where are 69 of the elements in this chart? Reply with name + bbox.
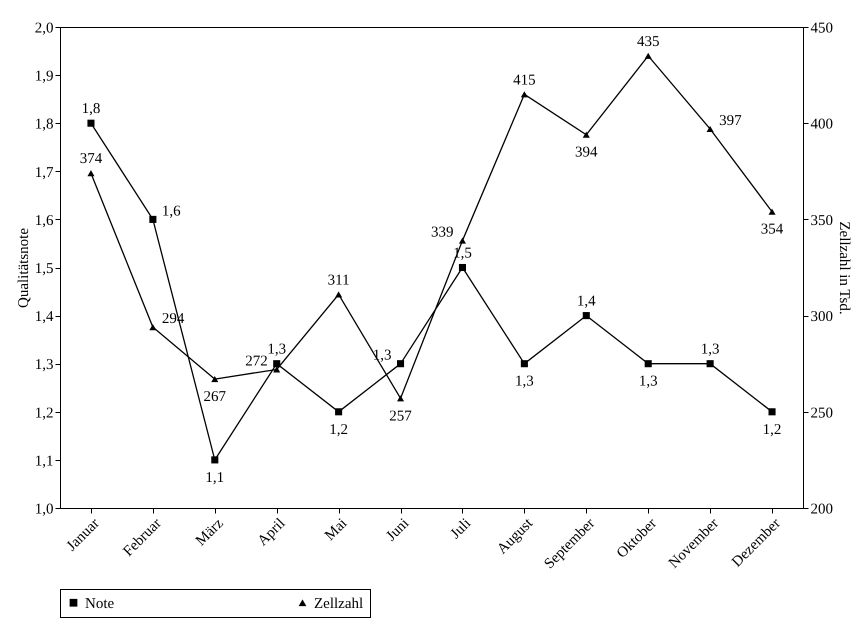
data-label: 311: [328, 272, 350, 288]
y-tick-label: 1,6: [34, 212, 54, 229]
y-tick-label: 1,5: [34, 261, 54, 277]
point: [706, 126, 714, 132]
point: [644, 52, 652, 59]
point: [520, 91, 528, 98]
data-label: 1,3: [638, 374, 658, 390]
x-tick-label: Juni: [383, 516, 412, 544]
point: [273, 366, 280, 373]
data-label: 1,6: [162, 203, 182, 220]
y2-tick-label: 450: [810, 20, 833, 36]
data-label: 394: [575, 144, 598, 161]
x-tick-label: Juli: [448, 516, 474, 542]
y-tick-label: 1,7: [34, 164, 54, 181]
data-label: 339: [430, 224, 454, 241]
y-tick-label: 1,4: [34, 309, 54, 326]
data-label: 1,2: [762, 422, 782, 438]
data-label: 1,3: [515, 374, 534, 390]
y-tick-label: 1,1: [34, 453, 54, 470]
y2-tick-label: 200: [810, 502, 833, 518]
x-tick-label: Mai: [322, 516, 350, 544]
data-label: 354: [760, 222, 784, 238]
data-label: 435: [636, 34, 660, 50]
point: [706, 360, 714, 368]
point: [335, 408, 342, 416]
data-label: 1,2: [329, 422, 348, 438]
y-tick-label: 1,3: [34, 357, 54, 374]
data-label: 1,8: [82, 101, 100, 118]
data-label: 1,1: [205, 470, 224, 486]
data-label: 1,4: [576, 294, 596, 310]
y-tick-label: 1,9: [34, 68, 54, 85]
point: [458, 264, 466, 272]
point: [768, 208, 776, 215]
y2-tick-label: 250: [810, 405, 833, 422]
y-tick-label: 1,0: [34, 502, 54, 518]
legend-label: Zellzahl: [314, 596, 364, 612]
point: [211, 376, 218, 382]
y2-tick-label: 350: [810, 212, 833, 229]
point: [644, 360, 652, 368]
point: [397, 360, 404, 368]
point: [149, 216, 156, 223]
y-tick-label: 1,2: [34, 405, 54, 422]
point: [335, 291, 342, 298]
y2-tick-label: 400: [810, 116, 833, 133]
data-label: 257: [389, 408, 412, 424]
y-tick-label: 1,8: [34, 116, 54, 133]
y2-tick-label: 300: [810, 309, 833, 326]
point: [582, 132, 590, 138]
legend-label: Note: [85, 596, 114, 612]
data-label: 1,3: [700, 342, 720, 358]
data-label: 397: [719, 112, 742, 129]
point: [768, 408, 776, 416]
point: [211, 456, 218, 464]
point: [520, 360, 528, 368]
data-label: 267: [204, 389, 227, 406]
data-label: 415: [513, 72, 536, 88]
y2-axis-title: Zellzahl in Tsd.: [836, 221, 852, 315]
point: [582, 312, 590, 320]
point: [458, 238, 466, 244]
point: [397, 395, 404, 402]
data-label: 1,3: [267, 342, 286, 358]
point: [87, 120, 94, 127]
point: [87, 170, 94, 176]
y-axis-title: Qualitätsnote: [16, 228, 32, 308]
point: [273, 360, 280, 368]
y-tick-label: 2,0: [34, 20, 54, 36]
point: [149, 324, 156, 330]
data-label: 374: [80, 151, 103, 168]
data-label: 272: [245, 353, 268, 370]
